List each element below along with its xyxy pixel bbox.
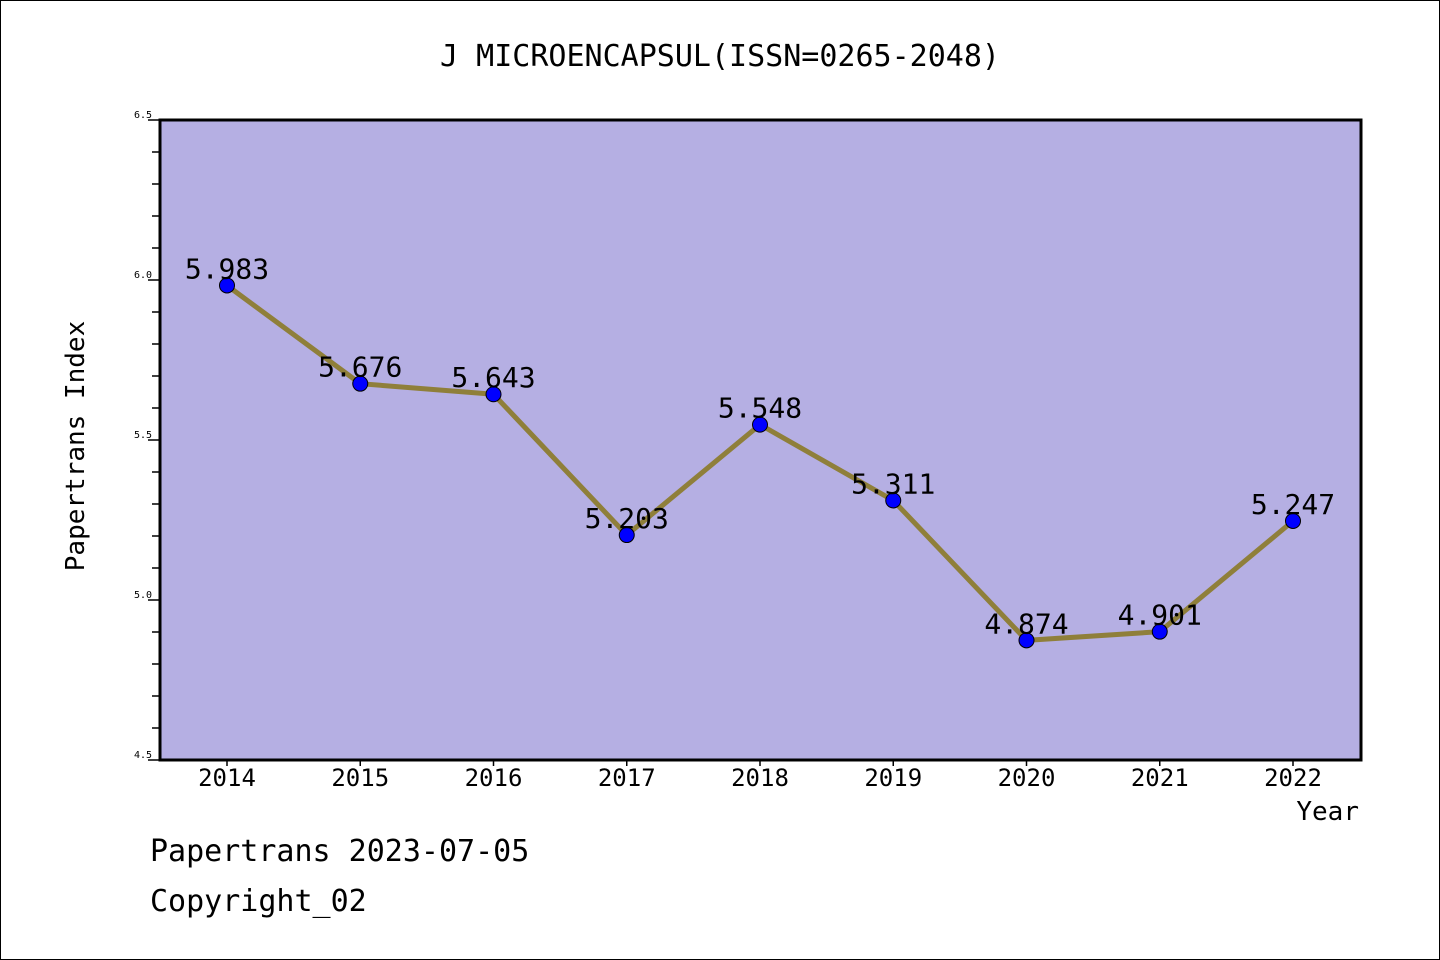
footer-copyright: Copyright_02 <box>150 884 367 919</box>
data-label: 5.247 <box>1251 488 1335 521</box>
data-label: 5.983 <box>185 252 269 285</box>
y-axis: 4.5 5.0 5.5 6.0 6.5 <box>134 110 160 761</box>
y-tick-label: 5.0 <box>134 590 152 601</box>
data-label: 5.676 <box>318 351 402 384</box>
data-point <box>1151 623 1168 640</box>
x-tick-label: 2021 <box>1131 764 1189 792</box>
data-point <box>352 375 369 392</box>
data-label: 4.901 <box>1118 599 1202 632</box>
x-axis: 2014 2015 2016 2017 2018 2019 2020 2021 2022 <box>198 760 1322 792</box>
y-tick-label: 6.5 <box>134 110 152 121</box>
x-axis-label: Year <box>1296 797 1359 827</box>
y-axis-label: Papertrans Index <box>61 321 91 571</box>
data-point <box>485 386 502 403</box>
data-point <box>618 527 635 544</box>
data-point <box>219 277 235 294</box>
data-label: 5.311 <box>851 467 935 500</box>
data-labels: 5.983 5.676 5.643 5.203 5.548 5.311 4.874 4.901… <box>185 252 1335 640</box>
series-markers <box>219 277 1301 649</box>
y-tick-label: 4.5 <box>134 750 152 761</box>
data-point <box>885 492 902 509</box>
chart-title: J MICROENCAPSUL(ISSN=0265-2048) <box>440 39 1000 74</box>
x-tick-label: 2015 <box>331 764 389 792</box>
data-label: 5.548 <box>718 392 802 425</box>
data-point <box>752 416 768 433</box>
x-tick-label: 2019 <box>864 764 922 792</box>
data-label: 4.874 <box>984 607 1068 640</box>
x-tick-label: 2014 <box>198 764 256 792</box>
y-tick-label: 6.0 <box>134 270 152 281</box>
data-point <box>1018 632 1035 649</box>
x-tick-label: 2017 <box>598 764 656 792</box>
footer-date: Papertrans 2023-07-05 <box>150 834 530 869</box>
x-tick-label: 2018 <box>731 764 789 792</box>
data-label: 5.203 <box>585 502 669 535</box>
x-tick-label: 2016 <box>465 764 523 792</box>
x-tick-label: 2020 <box>998 764 1056 792</box>
data-point <box>1285 512 1301 529</box>
y-tick-label: 5.5 <box>134 430 152 441</box>
x-tick-label: 2022 <box>1264 764 1322 792</box>
data-label: 5.643 <box>451 361 535 394</box>
plot-area <box>158 118 1363 762</box>
